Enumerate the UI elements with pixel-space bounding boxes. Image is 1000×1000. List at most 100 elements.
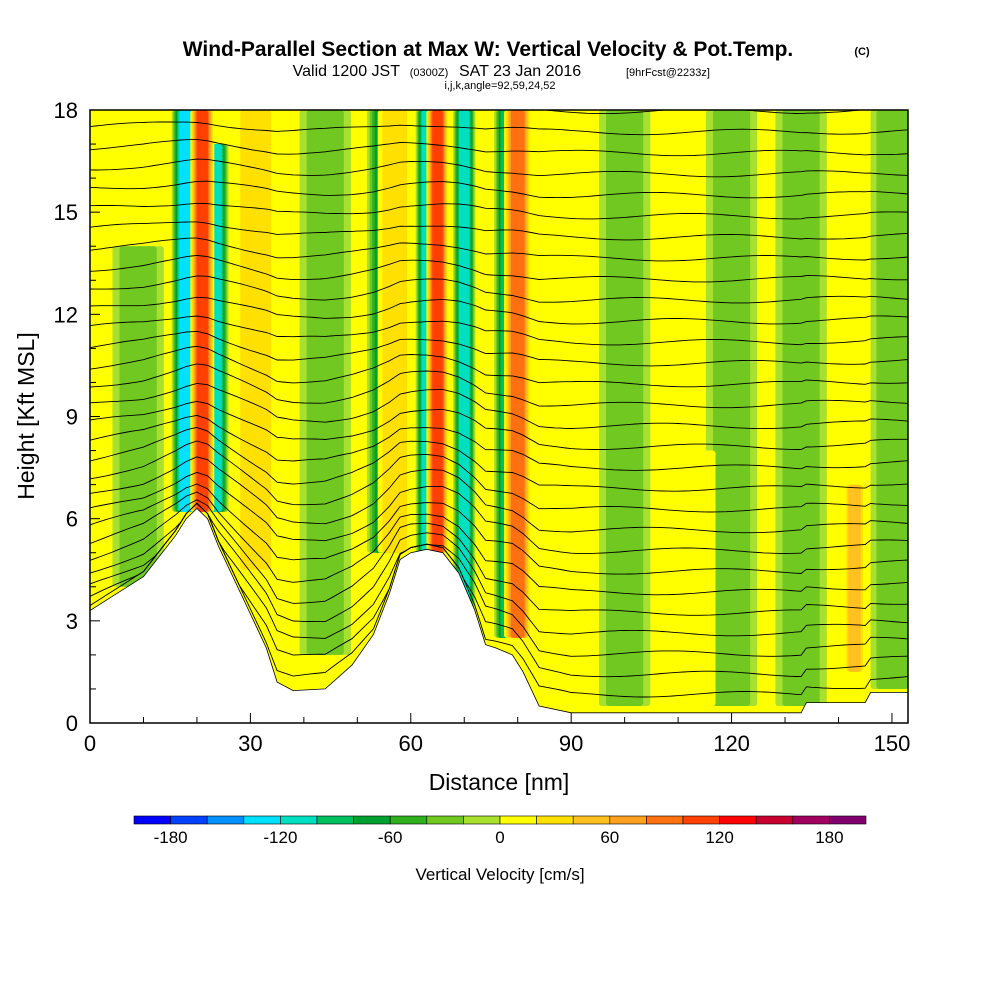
downdraft-band [459,110,470,621]
valid-date: SAT 23 Jan 2016 [459,63,581,80]
theta-contour [90,471,908,554]
theta-contour [90,491,908,596]
theta-contour [90,502,908,637]
grid-indices: i,j,k,angle=92,59,24,52 [444,80,555,92]
y-axis-label: Height [Kft MSL] [13,332,39,499]
colorbar-tick-label: 60 [600,828,619,847]
theta-contour [90,158,908,178]
colorbar: -180 -120 -60 0 60 120 180 [133,815,867,847]
colorbar-tick-label: 0 [495,828,504,847]
theta-contour [90,499,908,616]
theta-contour [90,254,908,283]
downdraft-band [782,110,820,706]
theta-contour [90,221,908,241]
terrain [90,507,908,723]
colorbar-swatch [792,815,830,825]
colorbar-swatch [609,815,647,825]
potential-temperature-contours [90,110,908,698]
chart-title: Wind-Parallel Section at Max W: Vertical… [183,38,794,61]
y-tick-label: 12 [54,302,78,327]
x-tick-label: 90 [559,731,583,756]
x-tick-label: 60 [399,731,423,756]
colorbar-swatch [755,815,794,825]
theta-contour [90,414,908,471]
theta-contour [90,180,908,199]
colorbar-swatch [536,815,574,825]
plot-area [90,110,908,723]
theta-contour [90,202,908,220]
copyright-mark: (C) [854,46,870,58]
forecast-info: [9hrFcst@2233z] [626,67,710,79]
theta-contour [90,440,908,513]
x-axis: 0 30 60 90 120 150 [84,713,910,756]
x-tick-label: 150 [874,731,911,756]
downdraft-band [179,110,193,512]
colorbar-tick-label: -180 [154,828,188,847]
colorbar-tick-label: 180 [815,828,843,847]
valid-time-line: Valid 1200 JST (0300Z) SAT 23 Jan 2016 [… [293,63,710,80]
colorbar-swatch [426,815,464,825]
downdraft-band [606,110,644,706]
y-tick-label: 3 [66,609,78,634]
theta-contour [90,139,908,157]
colorbar-label: Vertical Velocity [cm/s] [415,865,584,884]
valid-prefix: Valid 1200 JST [293,63,401,80]
updraft-band [848,484,861,672]
colorbar-swatch [572,815,611,825]
theta-contour [90,363,908,409]
colorbar-tick-label: -120 [263,828,297,847]
theta-contour [90,502,908,657]
updraft-band [510,110,525,638]
downdraft-band [306,110,344,655]
colorbar-tick-label: 120 [705,828,733,847]
theta-contour [90,296,908,325]
theta-contour [90,330,908,367]
theta-contour [90,502,908,678]
colorbar-swatch [829,815,867,825]
colorbar-swatch [206,815,245,825]
colorbar-swatch [170,815,208,825]
y-tick-label: 0 [66,711,78,736]
theta-contour [90,345,908,388]
theta-contour [90,275,908,304]
x-tick-label: 30 [238,731,262,756]
y-tick-label: 9 [66,405,78,430]
colorbar-swatch [646,815,684,825]
theta-contour [90,382,908,430]
y-tick-label: 6 [66,507,78,532]
downdraft-band [876,110,908,689]
x-tick-label: 120 [713,731,750,756]
valid-utc: (0300Z) [410,67,449,79]
colorbar-swatch [463,815,501,825]
theta-contour [90,427,908,492]
updraft-band [240,110,272,570]
colorbar-swatch [353,815,391,825]
y-tick-label: 18 [54,98,78,123]
updraft-band [382,110,408,553]
downdraft-band [119,246,157,587]
colorbar-tick-label: -60 [378,828,403,847]
theta-contour [90,400,908,450]
colorbar-swatch [719,815,757,825]
colorbar-swatch [682,815,720,825]
updraft-band [196,110,208,512]
y-axis: 0 3 6 9 12 15 18 [54,98,100,736]
colorbar-swatch [499,815,537,825]
x-axis-label: Distance [nm] [429,769,570,795]
theta-contour [90,483,908,575]
theta-contour [90,456,908,534]
updraft-band [432,110,443,553]
theta-contour [90,315,908,346]
colorbar-swatch [133,815,171,825]
theta-contour [540,110,867,115]
x-tick-label: 0 [84,731,96,756]
colorbar-swatch [243,815,281,825]
colorbar-swatch [389,815,428,825]
theta-contour [90,121,908,136]
colorbar-swatch [316,815,354,825]
theta-contour [90,237,908,262]
updraft-band [672,450,716,706]
colorbar-swatch [280,815,318,825]
y-tick-label: 15 [54,200,78,225]
